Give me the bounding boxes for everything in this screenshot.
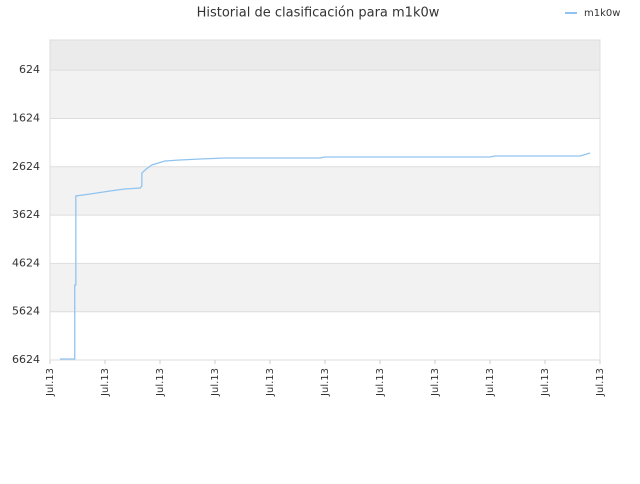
grid-band (50, 166, 600, 216)
grid-band (50, 70, 600, 119)
x-tick-label: Jul.13 (375, 368, 386, 397)
grid-band (50, 40, 600, 71)
legend-label: m1k0w (584, 8, 620, 19)
grid-band (50, 263, 600, 312)
y-tick-label: 624 (19, 63, 40, 76)
x-tick-label: Jul.13 (210, 368, 221, 397)
y-tick-label: 2624 (12, 160, 40, 173)
y-tick-label: 6624 (12, 353, 40, 366)
y-tick-label: 4624 (12, 256, 40, 269)
x-tick-label: Jul.13 (45, 368, 56, 397)
y-tick-label: 5624 (12, 305, 40, 318)
x-tick-label: Jul.13 (320, 368, 331, 397)
y-tick-label: 1624 (12, 111, 40, 124)
data-line (59, 152, 591, 360)
x-tick-label: Jul.13 (540, 368, 551, 397)
x-tick-label: Jul.13 (430, 368, 441, 397)
x-tick-label: Jul.13 (265, 368, 276, 397)
x-tick-label: Jul.13 (155, 368, 166, 397)
y-tick-label: 3624 (12, 208, 40, 221)
x-tick-label: Jul.13 (595, 368, 606, 397)
x-tick-label: Jul.13 (100, 368, 111, 397)
chart-title: Historial de clasificación para m1k0w (197, 6, 440, 21)
x-tick-label: Jul.13 (485, 368, 496, 397)
